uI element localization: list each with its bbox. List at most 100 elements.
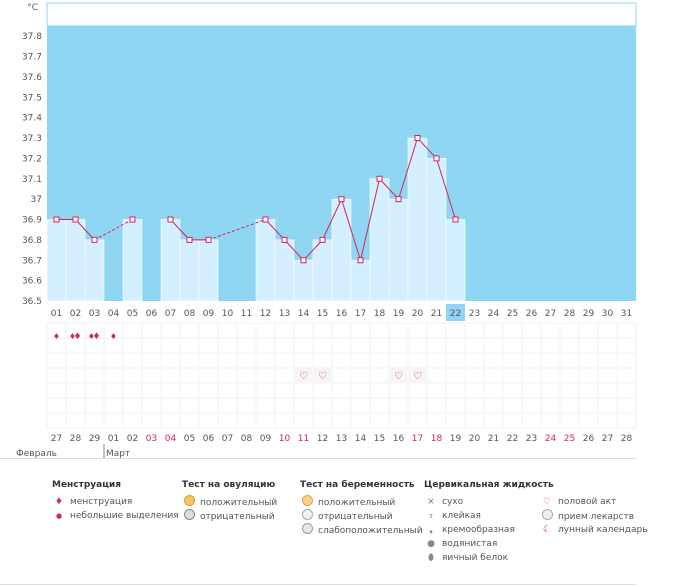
day-label: 06	[146, 309, 158, 319]
data-point	[91, 236, 98, 243]
data-point	[72, 216, 79, 223]
legend-item: ❟ кремообразная	[424, 523, 554, 537]
intercourse-cell	[390, 368, 407, 382]
moon-icon: ☾	[542, 525, 552, 535]
legend-item: × сухо	[424, 495, 554, 509]
y-tick-label: 36.8	[22, 236, 42, 246]
line-segment	[170, 219, 190, 241]
cycle-day-label: 16	[393, 434, 405, 444]
creamy-icon: ❟	[429, 525, 433, 535]
temperature-bar	[388, 198, 409, 302]
legend-item: ● небольшие выделения	[52, 509, 179, 523]
temperature-bars	[46, 137, 466, 302]
temperature-bar	[46, 219, 67, 302]
symbol-grid	[46, 322, 637, 429]
heart-icon: ♡	[318, 371, 327, 382]
cycle-day-labels: 27 28 29 01 02 03 04 05 06 07 08 09 10 11 12 13 14 15 16 17…	[51, 434, 633, 458]
data-point	[129, 216, 136, 223]
line-segment	[75, 219, 95, 241]
day-label: 31	[621, 309, 632, 319]
day-label: 04	[108, 309, 120, 319]
cycle-day-label: 17	[412, 434, 423, 444]
temperature-bar	[312, 239, 333, 302]
y-tick-label: 37.5	[22, 93, 42, 103]
y-tick-label: 36.7	[22, 256, 42, 266]
legend-item: ♡ половой акт	[540, 495, 648, 509]
temperature-bar	[160, 219, 181, 302]
heart-icon: ♡	[542, 497, 552, 507]
temperature-line	[53, 135, 459, 264]
ovulation-negative-icon	[182, 509, 196, 524]
cycle-day-label: 28	[70, 434, 82, 444]
cycle-day-label: 28	[621, 434, 633, 444]
y-unit-label: °C	[27, 3, 38, 13]
day-label: 26	[526, 309, 538, 319]
cycle-day-label: 14	[355, 434, 367, 444]
temperature-bar	[293, 259, 314, 302]
temperature-bar	[122, 219, 143, 302]
y-tick-label: 37.3	[22, 134, 42, 144]
data-point	[395, 196, 402, 203]
month-label: Февраль	[16, 449, 57, 459]
menstruation-icon: ♦	[92, 332, 100, 342]
pregnancy-weak-positive-icon	[300, 523, 314, 538]
day-label: 11	[241, 309, 252, 319]
day-label: 08	[184, 309, 196, 319]
legend-title: Тест на овуляцию	[182, 480, 276, 490]
cycle-day-label: 26	[583, 434, 595, 444]
day-label: 05	[127, 309, 138, 319]
cycle-day-label: 01	[108, 434, 119, 444]
day-label: 29	[583, 309, 595, 319]
day-label: 17	[355, 309, 366, 319]
egg-white-icon: ⬮	[428, 553, 434, 563]
day-label: 25	[507, 309, 518, 319]
cycle-day-label: 18	[431, 434, 443, 444]
legend-item: отрицательный	[300, 509, 423, 523]
month-labels: Февраль Март	[16, 449, 130, 459]
temperature-bar	[84, 239, 105, 302]
legend-other: . ♡половой акт прием лекарств ☾лунный ка…	[540, 480, 648, 537]
cycle-day-label: 02	[127, 434, 138, 444]
legend-item: прием лекарств	[540, 509, 648, 523]
legend-item: ⲧ клейкая	[424, 509, 554, 523]
legend-pregnancy: Тест на беременность положительный отриц…	[300, 480, 423, 537]
y-tick-label: 37.2	[22, 154, 42, 164]
pill-icon	[540, 509, 554, 524]
current-day-highlight	[446, 304, 465, 321]
line-segment	[303, 239, 323, 261]
temperature-bar	[179, 239, 200, 302]
cycle-day-label: 08	[241, 434, 253, 444]
day-label: 20	[412, 309, 424, 319]
legend-item: положительный	[182, 495, 277, 509]
data-point	[319, 236, 326, 243]
y-tick-label: 37	[31, 195, 42, 205]
day-label: 10	[222, 309, 234, 319]
line-segment	[436, 158, 456, 220]
month-label: Март	[106, 449, 130, 459]
cycle-day-label: 27	[51, 434, 62, 444]
legend-menstruation: Менструация ♦ менструация ● небольшие выде…	[52, 480, 179, 523]
data-point	[262, 216, 269, 223]
day-label: 12	[260, 309, 271, 319]
data-point	[167, 216, 174, 223]
day-label: 18	[374, 309, 386, 319]
day-label: 21	[431, 309, 442, 319]
temperature-bar	[350, 259, 371, 302]
cycle-day-label: 07	[222, 434, 233, 444]
day-label: 13	[279, 309, 290, 319]
data-point	[300, 257, 307, 264]
y-tick-label: 37.4	[22, 114, 42, 124]
day-label: 15	[317, 309, 328, 319]
y-tick-label: 37.7	[22, 53, 42, 63]
temperature-bar	[255, 219, 276, 302]
cycle-day-label: 27	[602, 434, 613, 444]
day-label: 19	[393, 309, 405, 319]
day-label: 09	[203, 309, 215, 319]
heart-icon: ♡	[299, 371, 308, 382]
pregnancy-positive-icon	[300, 495, 314, 510]
cycle-day-label: 22	[507, 434, 518, 444]
day-label: 30	[602, 309, 614, 319]
data-point	[186, 236, 193, 243]
cycle-day-label: 09	[260, 434, 272, 444]
